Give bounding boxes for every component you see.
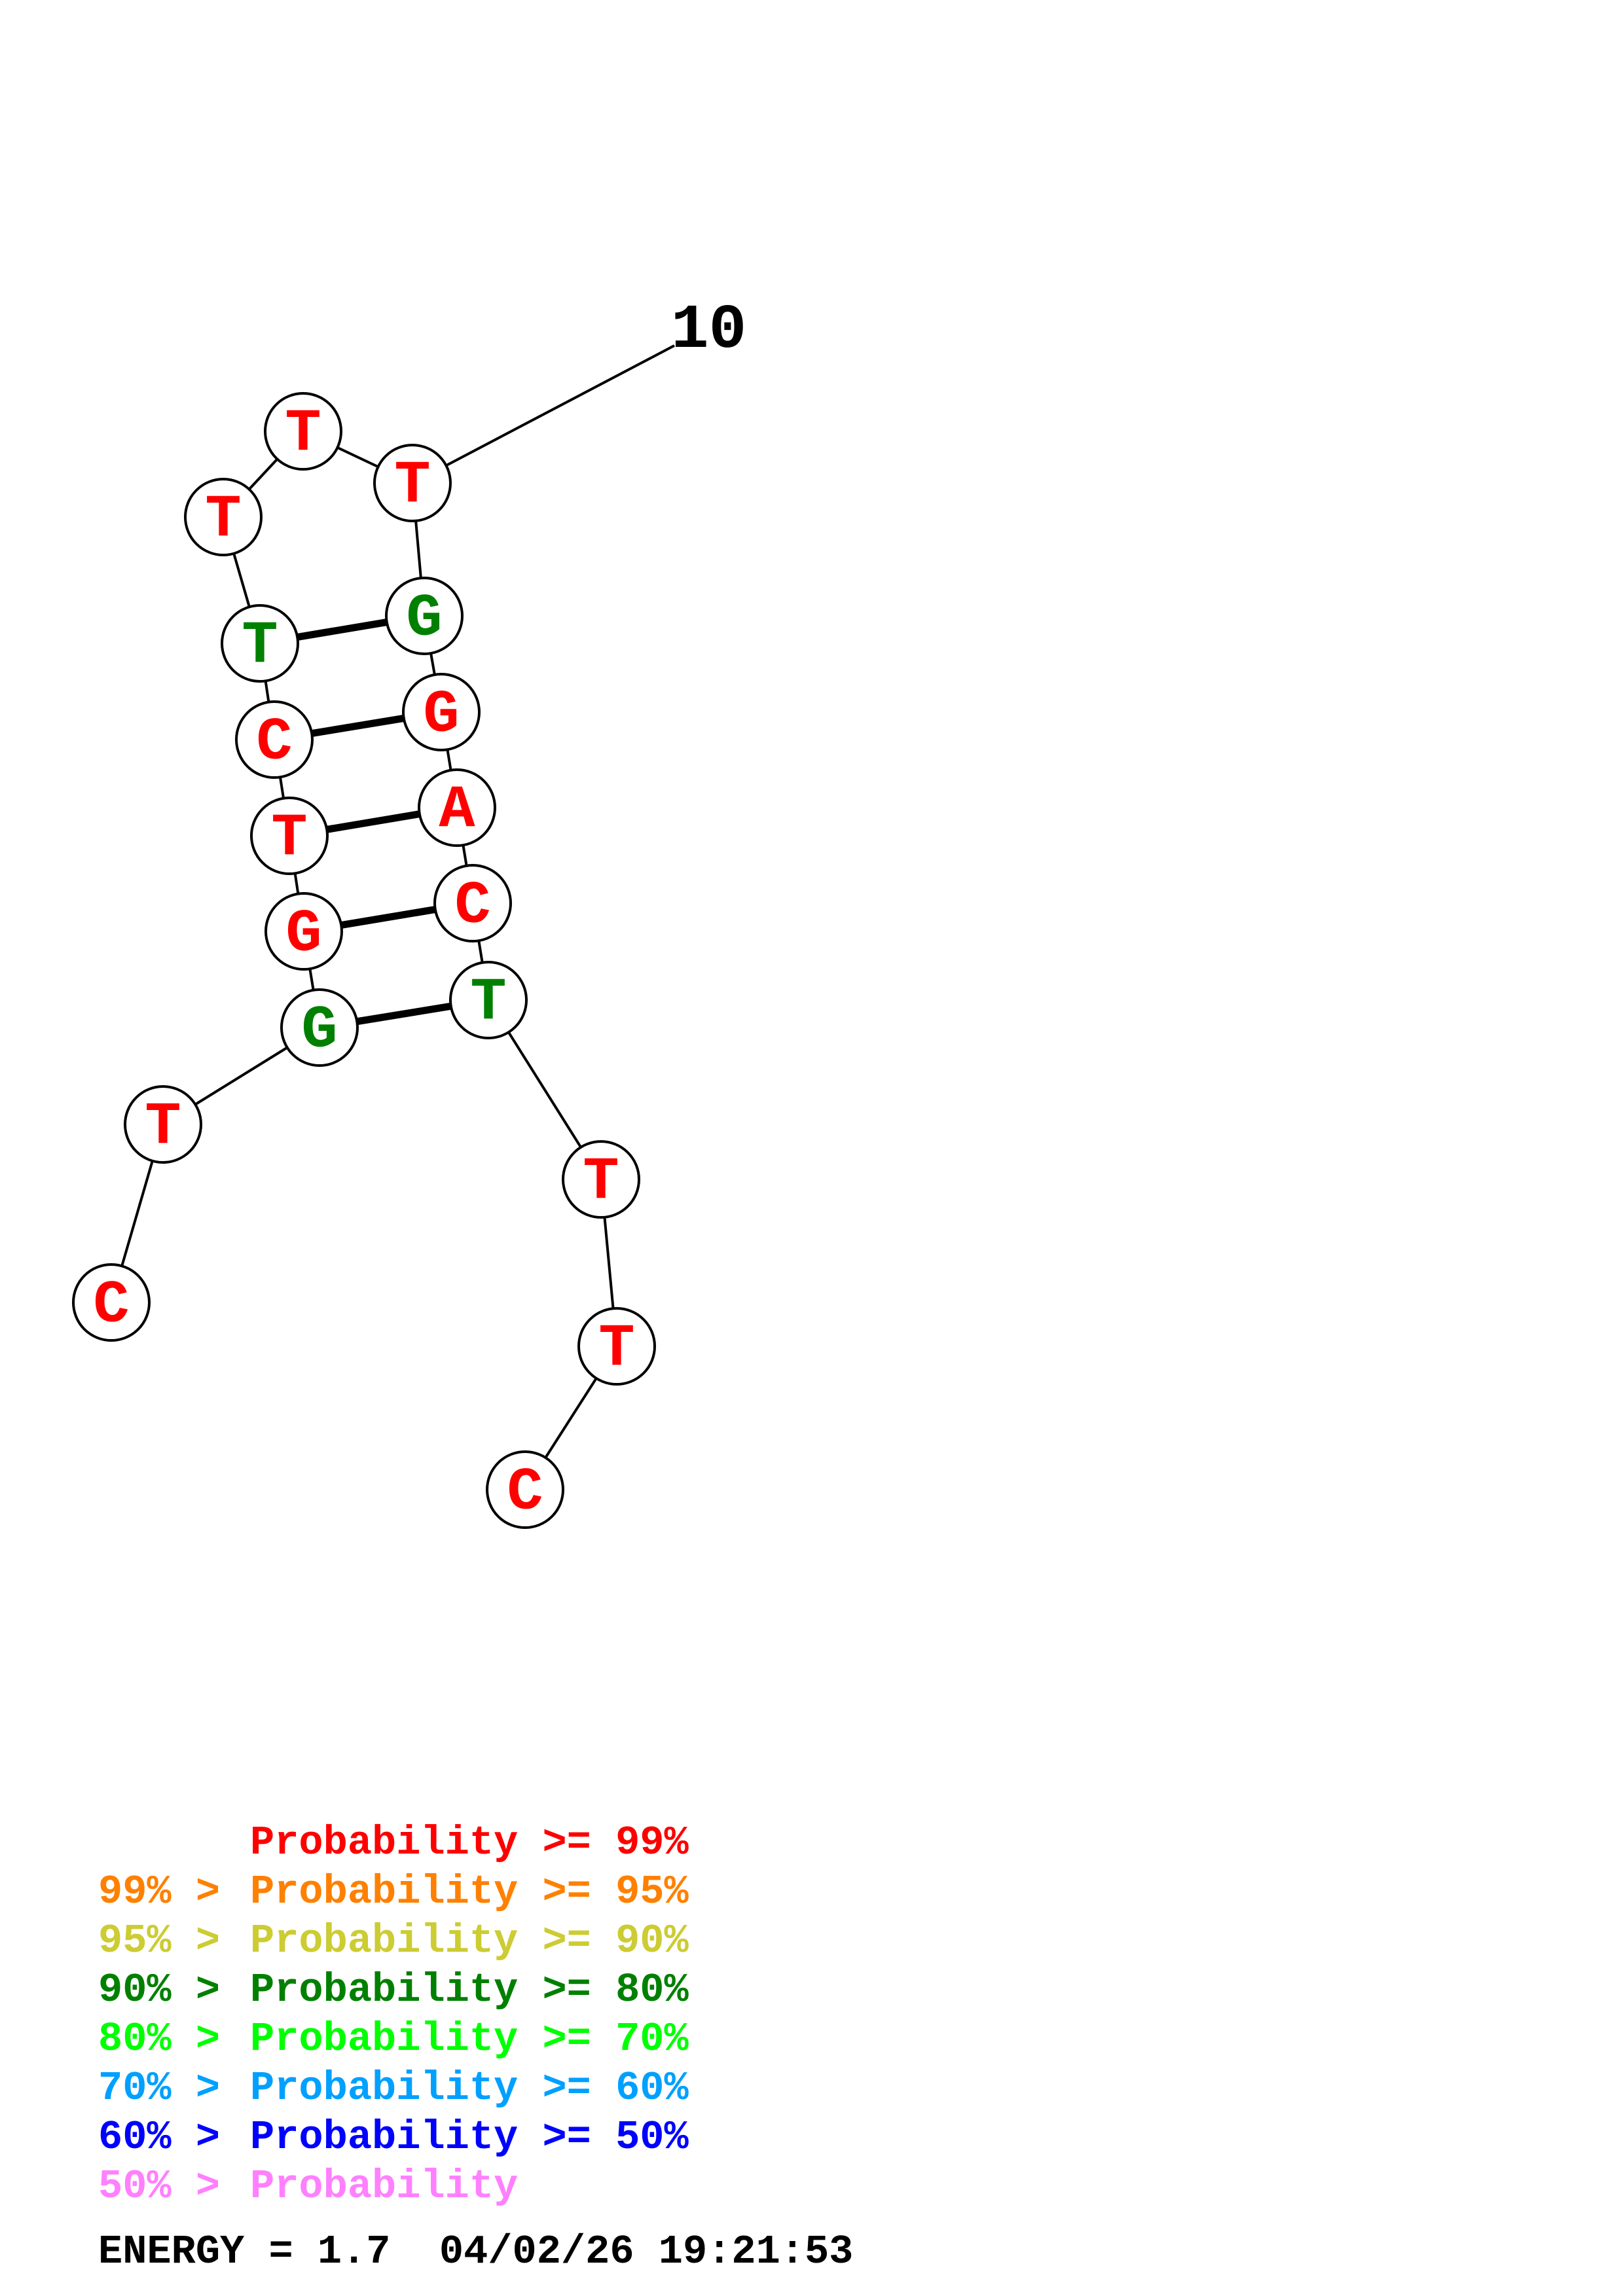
nucleotide-letter: T (470, 969, 506, 1037)
nucleotide: T (562, 1140, 640, 1219)
nucleotide-circle (562, 1140, 640, 1219)
legend-entry-prefix: 99% > (98, 1869, 245, 1915)
nucleotide-letter: G (423, 681, 459, 749)
legend-entry-text: Probability >= 80% (250, 1967, 689, 2013)
nucleotide: G (402, 673, 481, 751)
nucleotide-letter: G (406, 584, 442, 653)
nucleotide-circle (264, 392, 342, 471)
legend-entry: 99% > Probability >= 95% (98, 1872, 689, 1912)
nucleotide: T (221, 604, 299, 683)
nucleotide: T (124, 1085, 202, 1164)
nucleotide-circle (433, 864, 512, 942)
energy-timestamp-line: ENERGY = 1.7 04/02/26 19:21:53 (98, 2229, 854, 2275)
nucleotide: T (250, 797, 329, 875)
nucleotide: T (184, 478, 263, 556)
legend-entry-text: Probability >= 50% (250, 2114, 689, 2161)
legend-entry: 50% > Probability (98, 2166, 518, 2207)
legend-entry-prefix: 70% > (98, 2065, 245, 2111)
nucleotide: G (264, 892, 343, 971)
nucleotide-letter: C (454, 872, 490, 941)
nucleotide-circle (402, 673, 481, 751)
legend-entry: 95% > Probability >= 90% (98, 1921, 689, 1962)
nucleotide-circle (235, 700, 314, 779)
nucleotide: C (433, 864, 512, 942)
nucleotide-circle (72, 1263, 151, 1342)
nucleotide-letter: T (394, 452, 430, 520)
legend-entry: Probability >= 99% (98, 1823, 689, 1863)
nucleotide: T (373, 444, 452, 522)
nucleotide-letter: C (507, 1458, 543, 1527)
nucleotide-letter: T (242, 612, 278, 681)
legend-entry-text: Probability >= 99% (250, 1820, 689, 1866)
legend-entry-text: Probability >= 70% (250, 2016, 689, 2062)
nucleotide-circle (250, 797, 329, 875)
nucleotide: T (264, 392, 342, 471)
nucleotide: T (449, 961, 528, 1039)
nucleotide-letter: G (285, 900, 321, 969)
nucleotide-circle (264, 892, 343, 971)
nucleotide: G (385, 577, 464, 655)
nucleotide-letter: T (271, 804, 307, 873)
legend-entry-prefix: 90% > (98, 1967, 245, 2013)
nucleotide-circle (280, 988, 359, 1067)
nucleotide-letter: A (439, 776, 475, 845)
nucleotide-circle (577, 1307, 656, 1386)
legend-entry-prefix: 50% > (98, 2163, 245, 2210)
nucleotide-letter: T (205, 486, 241, 554)
nucleotide-circle (221, 604, 299, 683)
nucleotide-letter: T (583, 1148, 619, 1217)
nucleotide-circle (124, 1085, 202, 1164)
legend-entry-prefix: 60% > (98, 2114, 245, 2161)
legend-entry-prefix (98, 1823, 250, 1863)
position-label-leader-line (445, 344, 675, 467)
nucleotide: C (72, 1263, 151, 1342)
legend-entry-text: Probability >= 95% (250, 1869, 689, 1915)
nucleotide-letter: G (301, 996, 337, 1065)
legend-entry-text: Probability >= 90% (250, 1918, 689, 1964)
legend-entry-text: Probability (250, 2163, 519, 2210)
nucleotide-letter: T (145, 1093, 181, 1162)
nucleotide-letter: C (93, 1271, 129, 1340)
legend-entry-prefix: 95% > (98, 1918, 245, 1964)
nucleotide: T (577, 1307, 656, 1386)
legend-entry: 60% > Probability >= 50% (98, 2117, 689, 2158)
position-label-10: 10 (671, 295, 746, 366)
nucleotide-circle (418, 768, 496, 847)
nucleotide-circle (373, 444, 452, 522)
nucleotide: A (418, 768, 496, 847)
nucleotide-letter: C (256, 708, 292, 777)
nucleotide-letter: T (285, 400, 321, 469)
nucleotide: C (235, 700, 314, 779)
backbone-layer (110, 430, 618, 1491)
nucleotide-circle (449, 961, 528, 1039)
nucleotide-circle (184, 478, 263, 556)
legend-entry: 80% > Probability >= 70% (98, 2019, 689, 2060)
legend-entry-text: Probability >= 60% (250, 2065, 689, 2111)
nucleotide-letter: T (598, 1315, 634, 1384)
nucleotide-circle (486, 1450, 564, 1529)
nucleotide: C (486, 1450, 564, 1529)
legend-entry-prefix: 80% > (98, 2016, 245, 2062)
legend-entry: 70% > Probability >= 60% (98, 2068, 689, 2109)
nucleotide-circle (385, 577, 464, 655)
nucleotide: G (280, 988, 359, 1067)
legend-entry: 90% > Probability >= 80% (98, 1970, 689, 2011)
